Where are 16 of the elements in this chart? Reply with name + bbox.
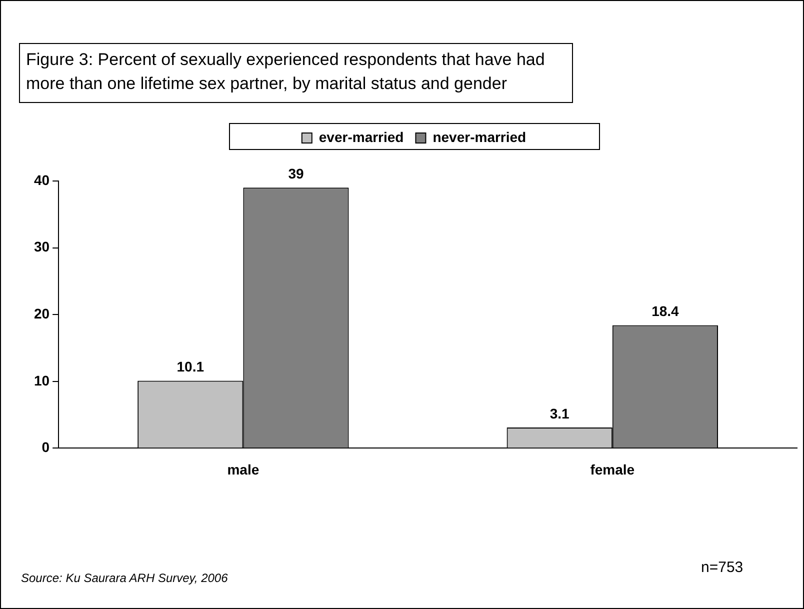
data-label: 18.4	[652, 303, 680, 320]
text: n=753	[701, 559, 744, 576]
legend-label: never-married	[432, 128, 526, 145]
x-tick-label: female	[590, 461, 635, 478]
legend-label: ever-married	[318, 128, 404, 145]
y-tick-label: 0	[42, 439, 50, 456]
data-label: 10.1	[176, 358, 204, 375]
chart-title: Figure 3: Percent of sexually experienced respondents that have had more than one lifetime sex partner, by marital status and gender	[19, 43, 573, 103]
x-tick-label: male	[227, 461, 260, 478]
y-tick-label: 10	[34, 372, 50, 388]
y-tick-label: 20	[34, 305, 50, 322]
source-note: Source: Ku Saurara ARH Survey, 2006	[21, 571, 228, 585]
y-tick-label: 40	[34, 172, 50, 188]
data-label: 39	[288, 166, 304, 182]
data-label: 3.1	[550, 405, 570, 422]
y-tick-label: 30	[34, 238, 50, 255]
